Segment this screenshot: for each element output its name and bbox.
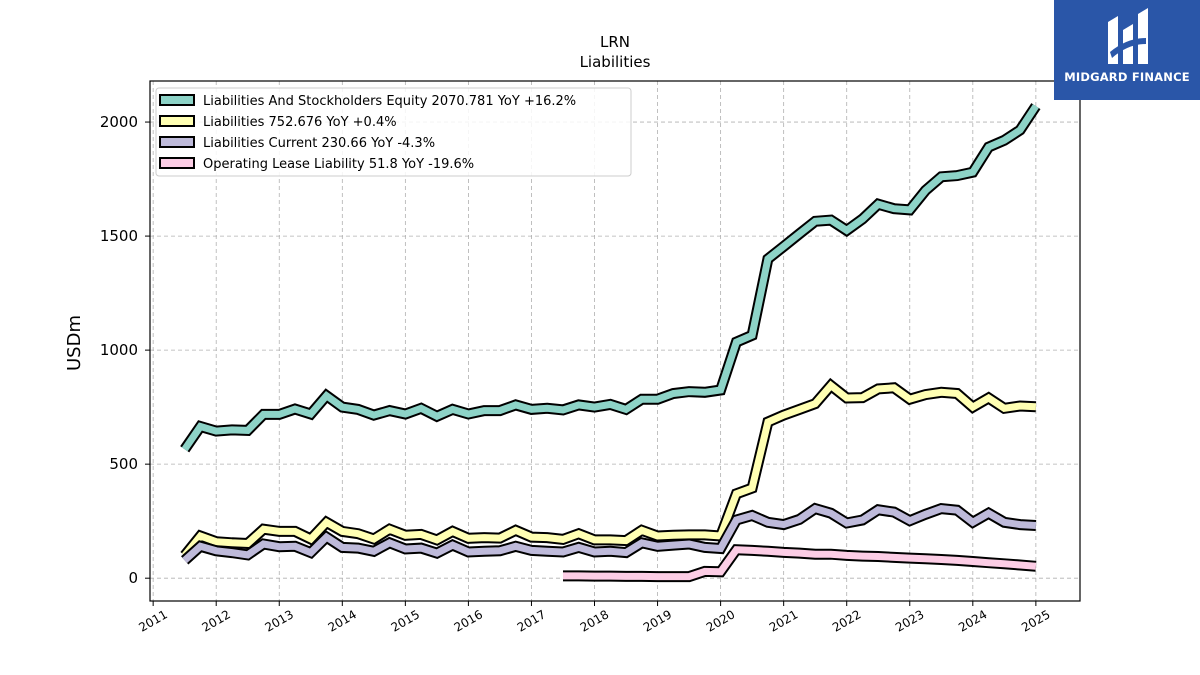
y-tick-label: 1000 <box>100 341 138 359</box>
series-line-1 <box>181 380 1037 558</box>
x-tick-label: 2023 <box>893 607 926 634</box>
legend-label: Liabilities 752.676 YoY +0.4% <box>203 115 397 130</box>
x-tick-label: 2011 <box>136 607 169 634</box>
x-tick-label: 2025 <box>1019 607 1052 634</box>
series-layer <box>180 103 1041 583</box>
plot-frame <box>149 80 1081 602</box>
legend-swatch <box>159 157 195 169</box>
legend-swatch <box>159 94 195 106</box>
y-tick-label: 1500 <box>100 227 138 245</box>
chart-title: LRN <box>600 33 630 51</box>
logo-mark-icon <box>1108 8 1148 64</box>
x-tick-label: 2014 <box>326 607 359 634</box>
x-tick-label: 2024 <box>956 607 989 634</box>
x-tick-label: 2018 <box>578 607 611 634</box>
y-tick-label: 500 <box>109 455 138 473</box>
x-tick-label: 2022 <box>830 607 863 634</box>
legend-label: Liabilities Current 230.66 YoY -4.3% <box>203 136 435 151</box>
legend-swatch <box>159 136 195 148</box>
y-tick-label: 0 <box>128 569 138 587</box>
logo-text: MIDGARD FINANCE <box>1064 70 1190 84</box>
legend-label: Operating Lease Liability 51.8 YoY -19.6… <box>203 157 474 172</box>
chart-subtitle: Liabilities <box>580 53 651 71</box>
x-tick-label: 2015 <box>389 607 422 634</box>
x-tick-label: 2020 <box>704 607 737 634</box>
x-tick-label: 2021 <box>767 607 800 634</box>
legend: Liabilities And Stockholders Equity 2070… <box>155 87 632 177</box>
x-tick-label: 2017 <box>515 607 548 634</box>
legend-label: Liabilities And Stockholders Equity 2070… <box>203 94 576 109</box>
x-tick-label: 2013 <box>263 607 296 634</box>
x-tick-label: 2012 <box>199 607 232 634</box>
y-axis-label: USDm <box>64 315 85 371</box>
x-tick-label: 2016 <box>452 607 485 634</box>
x-tick-label: 2019 <box>641 607 674 634</box>
series-line-2 <box>182 504 1037 564</box>
legend-swatch <box>159 115 195 127</box>
y-tick-label: 2000 <box>100 113 138 131</box>
legend-box <box>155 87 632 177</box>
midgard-finance-logo: MIDGARD FINANCE <box>1054 0 1200 100</box>
series-line-0 <box>181 104 1039 452</box>
series-line-3 <box>563 546 1037 581</box>
